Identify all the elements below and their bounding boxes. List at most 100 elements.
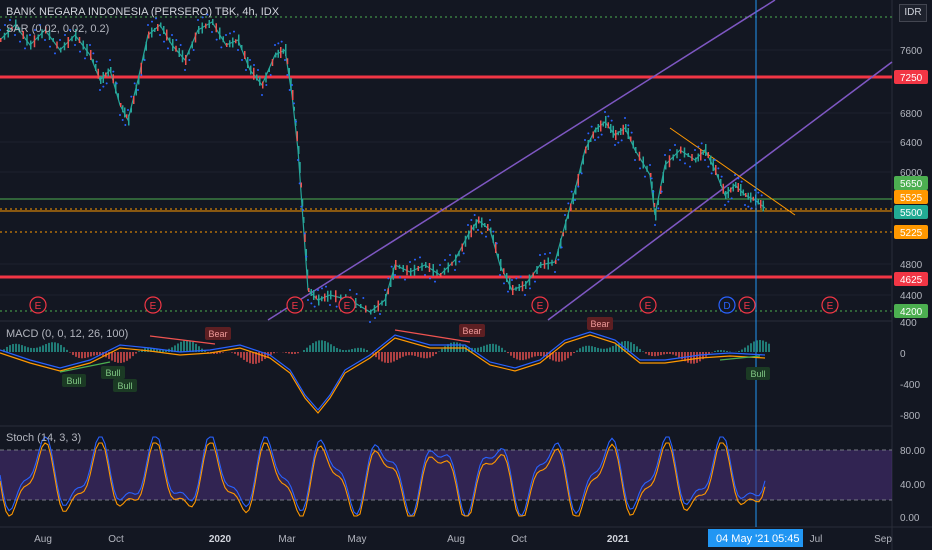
earnings-event-marker[interactable]: E bbox=[144, 296, 162, 314]
bear-signal-tag[interactable]: Bear bbox=[587, 317, 613, 330]
sar-dot bbox=[489, 219, 491, 221]
macd-histogram-bar bbox=[759, 340, 761, 352]
bull-tag-bg bbox=[113, 379, 137, 392]
bear-signal-tag[interactable]: Bear bbox=[459, 324, 485, 337]
sar-dot bbox=[302, 209, 304, 211]
price-candle bbox=[385, 294, 387, 306]
price-candle bbox=[597, 124, 599, 132]
price-candle bbox=[303, 217, 305, 223]
stoch-lines bbox=[0, 436, 766, 517]
sar-dot bbox=[519, 275, 522, 278]
macd-histogram-bar bbox=[63, 347, 65, 352]
macd-histogram-bar bbox=[606, 348, 608, 352]
bull-tag-label: Bull bbox=[66, 376, 81, 386]
price-candle bbox=[622, 124, 624, 135]
price-candle bbox=[632, 140, 634, 149]
price-candle bbox=[735, 182, 737, 188]
price-candle bbox=[662, 172, 664, 183]
price-axis[interactable]: 7600 6800 6400 6000 4800 4400 7250 5650 5525 5500… bbox=[894, 46, 928, 318]
macd-histogram-bar bbox=[303, 349, 305, 352]
sar-dot bbox=[399, 276, 401, 279]
earnings-event-marker[interactable]: E bbox=[738, 296, 756, 314]
sar-dot bbox=[630, 131, 633, 134]
macd-histogram-bar bbox=[348, 349, 350, 352]
channel-lower-line[interactable] bbox=[547, 61, 893, 321]
macd-histogram-bar bbox=[600, 348, 602, 352]
bear-signal-tag[interactable]: Bear bbox=[205, 327, 231, 340]
bear-divergence-line bbox=[149, 335, 216, 345]
level-price-label[interactable]: 5225 bbox=[894, 225, 928, 239]
macd-histogram-bar bbox=[438, 351, 440, 352]
currency-badge[interactable]: IDR bbox=[899, 4, 927, 22]
macd-histogram-bar bbox=[174, 345, 176, 352]
price-candle bbox=[587, 140, 589, 150]
stoch-indicator-label[interactable]: Stoch (14, 3, 3) bbox=[6, 432, 82, 444]
bull-signal-tag[interactable]: Bull bbox=[62, 374, 86, 387]
event-label: E bbox=[292, 301, 299, 312]
price-candle bbox=[277, 49, 279, 58]
macd-histogram-bar bbox=[345, 350, 347, 352]
bull-signal-tag[interactable]: Bull bbox=[101, 366, 125, 379]
bull-signal-tag[interactable]: Bull bbox=[113, 379, 137, 392]
event-label: E bbox=[645, 301, 652, 312]
level-price-label[interactable]: 4625 bbox=[894, 272, 928, 286]
macd-histogram-bar bbox=[96, 352, 98, 356]
sar-dot bbox=[730, 197, 733, 200]
time-axis[interactable]: Aug Oct 2020 Mar May Aug Oct 2021 Jul Sep bbox=[34, 534, 892, 545]
sar-dot bbox=[727, 200, 730, 203]
price-candle bbox=[575, 185, 577, 195]
price-candle bbox=[308, 288, 310, 292]
price-candle bbox=[122, 105, 124, 113]
macd-axis[interactable]: 400 0 -400 -800 bbox=[900, 318, 920, 422]
price-candle bbox=[310, 289, 312, 296]
bull-tag-label: Bull bbox=[117, 381, 132, 391]
price-candle bbox=[324, 293, 326, 302]
price-candle bbox=[487, 224, 489, 231]
earnings-event-marker[interactable]: E bbox=[338, 296, 356, 314]
earnings-event-marker[interactable]: E bbox=[639, 296, 657, 314]
macd-histogram-bar bbox=[429, 352, 431, 358]
macd-tick-label: 400 bbox=[900, 318, 917, 329]
level-price-label[interactable]: 7250 bbox=[894, 70, 928, 84]
sar-dot bbox=[49, 45, 51, 48]
macd-histogram-bar bbox=[129, 352, 131, 359]
macd-histogram-bar bbox=[51, 342, 53, 352]
level-price-label[interactable]: 5500 bbox=[894, 205, 928, 219]
stoch-tick-label: 0.00 bbox=[900, 513, 920, 524]
symbol-title[interactable]: BANK NEGARA INDONESIA (PERSERO) TBK, 4h,… bbox=[6, 6, 280, 18]
downtrend-line[interactable] bbox=[669, 127, 796, 216]
price-candle bbox=[110, 67, 112, 73]
macd-histogram-bar bbox=[48, 342, 50, 352]
sar-dot bbox=[79, 50, 81, 53]
sar-dot bbox=[503, 282, 505, 285]
macd-indicator-label[interactable]: MACD (0, 0, 12, 26, 100) bbox=[6, 328, 129, 340]
sar-indicator-label[interactable]: SAR (0.02, 0.02, 0.2) bbox=[6, 23, 110, 35]
sar-dot bbox=[587, 132, 590, 135]
macd-histogram-bar bbox=[591, 346, 593, 352]
macd-histogram-bar bbox=[663, 352, 665, 355]
earnings-event-marker[interactable]: E bbox=[531, 296, 549, 314]
time-tick-label: 2021 bbox=[607, 534, 630, 545]
level-price-label[interactable]: 5650 bbox=[894, 176, 928, 190]
price-candle bbox=[241, 45, 243, 50]
earnings-event-marker[interactable]: E bbox=[286, 296, 304, 314]
earnings-event-marker[interactable]: E bbox=[29, 296, 47, 314]
macd-histogram-bar bbox=[636, 346, 638, 352]
macd-histogram-bar bbox=[147, 347, 149, 352]
price-candle bbox=[447, 262, 449, 273]
sar-dot bbox=[69, 29, 71, 31]
macd-histogram-bar bbox=[456, 342, 458, 352]
level-price-label[interactable]: 4200 bbox=[894, 304, 928, 318]
price-candle bbox=[710, 155, 712, 165]
channel-upper-line[interactable] bbox=[267, 0, 776, 321]
macd-histogram-bar bbox=[150, 347, 152, 352]
dividend-event-marker[interactable]: D bbox=[718, 296, 736, 314]
stoch-axis[interactable]: 80.00 40.00 0.00 bbox=[900, 446, 925, 524]
price-candle bbox=[592, 131, 594, 139]
event-label: E bbox=[35, 301, 42, 312]
level-price-label[interactable]: 5525 bbox=[894, 190, 928, 204]
bull-signal-tag[interactable]: Bull bbox=[746, 367, 770, 380]
macd-histogram-bar bbox=[450, 342, 452, 352]
earnings-event-marker[interactable]: E bbox=[821, 296, 839, 314]
